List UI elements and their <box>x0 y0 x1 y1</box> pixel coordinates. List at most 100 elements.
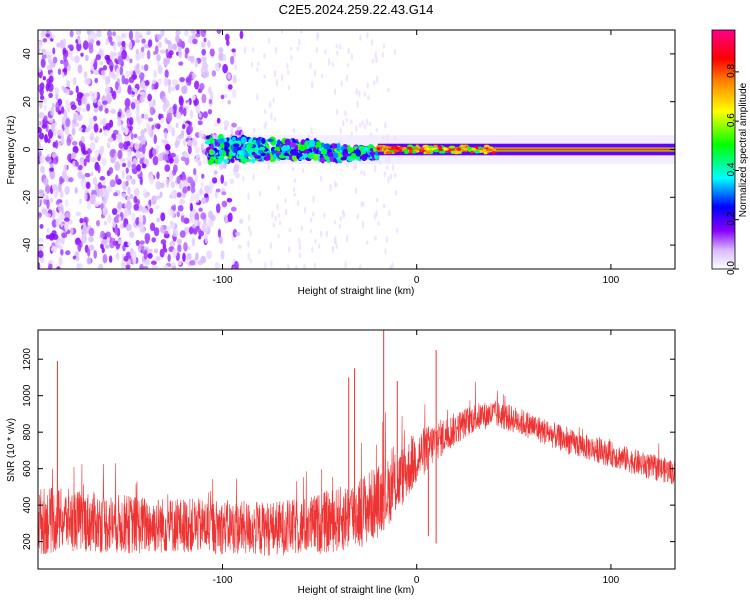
spectral-cell <box>277 234 280 239</box>
spectral-cell <box>51 151 57 158</box>
spectral-cell <box>220 250 225 260</box>
spectral-cell <box>365 118 369 126</box>
spectral-cell <box>320 73 324 79</box>
spectral-cell <box>178 50 183 59</box>
spectral-cell <box>61 232 68 239</box>
spectral-cell <box>183 181 189 187</box>
spectral-cell <box>64 99 70 109</box>
spectral-cell <box>247 214 251 222</box>
spectral-cell <box>117 55 124 66</box>
spectral-cell <box>353 164 356 171</box>
spectral-cell <box>264 261 267 269</box>
spectral-cell <box>213 170 218 175</box>
spectral-cell <box>38 132 45 140</box>
spectral-cell <box>172 164 178 173</box>
spectral-cell <box>143 251 148 260</box>
spectral-cell <box>138 214 144 225</box>
spectral-cell <box>298 242 302 251</box>
spectral-cell <box>170 86 176 92</box>
spectral-cell <box>74 55 80 64</box>
spectral-cell <box>252 46 255 53</box>
spectral-cell <box>141 38 146 44</box>
spectral-cell <box>123 32 128 39</box>
spectral-cell <box>288 227 292 233</box>
spectral-cell <box>190 186 196 194</box>
spectral-cell <box>312 153 319 161</box>
spectral-cell <box>284 197 287 204</box>
spectral-cell <box>79 217 84 224</box>
spectral-cell <box>366 240 369 245</box>
spectral-cell <box>168 50 174 56</box>
spectral-cell <box>356 213 360 220</box>
spectral-cell <box>64 221 69 232</box>
spectral-cell <box>135 49 139 55</box>
spectral-cell <box>39 95 45 101</box>
spectral-cell <box>102 254 108 264</box>
spectral-cell <box>127 186 131 195</box>
spectral-cell <box>284 209 288 216</box>
spectral-cell <box>226 197 233 203</box>
spectral-cell <box>128 76 135 84</box>
spectral-cell <box>401 146 407 150</box>
spectral-cell <box>199 82 205 91</box>
spectral-cell <box>216 30 222 35</box>
spectral-cell <box>154 204 160 210</box>
spectral-cell <box>40 165 45 174</box>
spectral-cell <box>159 191 163 198</box>
spectral-cell <box>163 76 169 87</box>
spectrogram-plot-area <box>38 30 675 269</box>
spectral-cell <box>99 188 104 198</box>
spectral-cell <box>121 113 125 119</box>
spectral-cell <box>143 64 149 72</box>
spectral-cell <box>200 212 207 220</box>
spectral-cell <box>319 175 323 182</box>
spectral-cell <box>189 218 196 224</box>
spectral-cell <box>182 123 186 130</box>
spectral-cell <box>355 149 361 157</box>
spectral-cell <box>87 247 91 257</box>
spectral-cell <box>391 163 395 171</box>
spectral-cell <box>66 80 71 89</box>
spectral-cell <box>175 122 179 129</box>
spectral-cell <box>103 129 109 137</box>
spectral-cell <box>335 242 338 249</box>
spectrogram-panel: -40 -20 0 20 40 -100 0 100 Height of straight … <box>6 29 676 297</box>
spectral-cell <box>133 133 138 138</box>
spectral-cell <box>125 167 129 174</box>
spectral-cell <box>130 132 134 140</box>
spectral-cell <box>191 94 196 101</box>
spectral-cell <box>187 56 193 61</box>
spectral-cell <box>355 125 358 133</box>
spectral-cell <box>197 120 203 126</box>
spectral-cell <box>139 91 146 96</box>
spectral-cell <box>43 97 47 103</box>
spectral-cell <box>43 177 49 186</box>
spectral-cell <box>108 167 114 175</box>
spectral-cell <box>361 120 364 126</box>
spectral-cell <box>135 38 140 43</box>
spectral-cell <box>329 183 332 192</box>
spectral-cell <box>298 237 301 244</box>
spectral-cell <box>81 182 87 190</box>
spectral-cell <box>114 58 118 63</box>
spectral-cell <box>84 191 88 202</box>
spectral-cell <box>194 80 200 90</box>
spectral-cell <box>75 30 82 36</box>
spectral-cell <box>269 100 272 109</box>
spectral-cell <box>372 147 378 152</box>
spectral-cell <box>388 209 391 217</box>
spectral-cell <box>201 93 207 104</box>
spectral-cell <box>38 111 45 119</box>
spectral-cell <box>201 173 205 179</box>
spectral-cell <box>48 75 54 84</box>
spectral-cell <box>375 210 378 217</box>
spectral-cell <box>175 34 180 43</box>
spectral-cell <box>224 33 230 42</box>
spectral-cell <box>336 50 339 56</box>
spectral-cell <box>45 33 51 38</box>
spectral-cell <box>214 261 220 269</box>
spectral-cell <box>165 225 171 232</box>
spectral-cell <box>119 65 124 76</box>
spectral-cell <box>121 260 126 269</box>
spectral-cell <box>75 85 79 94</box>
